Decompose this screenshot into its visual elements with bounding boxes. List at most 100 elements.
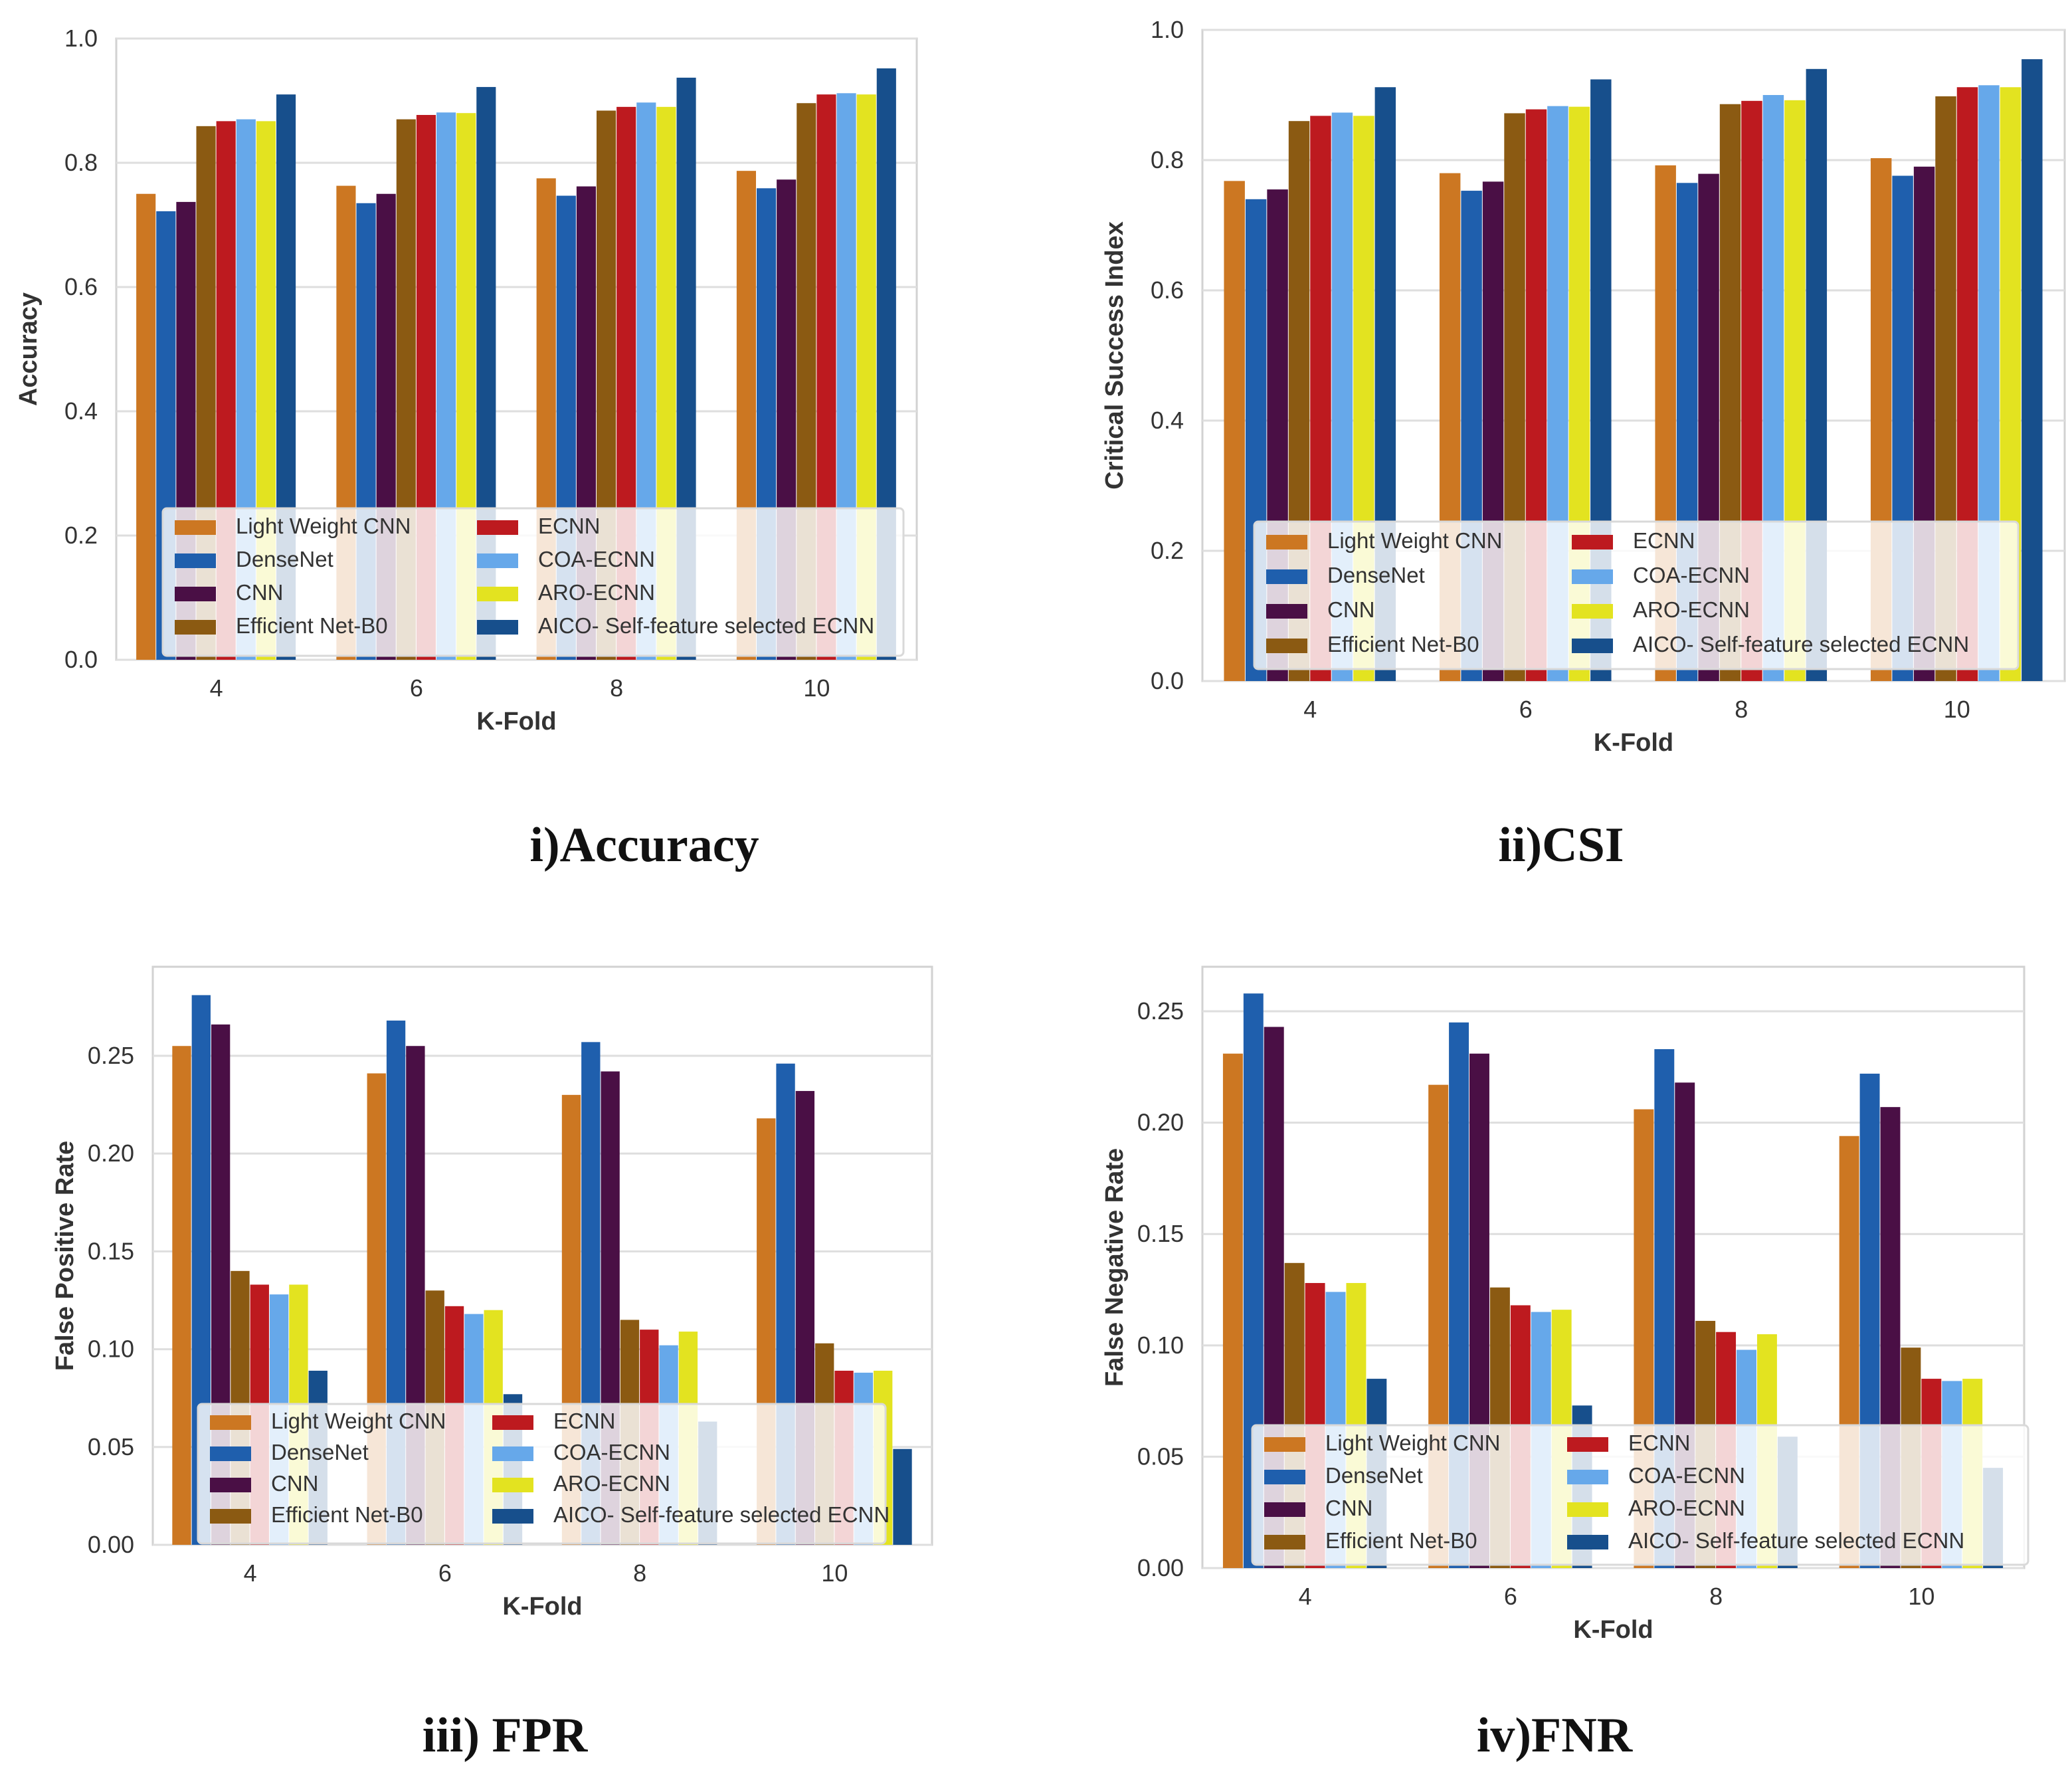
- csi-legend-label-aico-self-feature-selected-ecnn: AICO- Self-feature selected ECNN: [1633, 632, 1969, 656]
- csi-xtick-label: 8: [1735, 696, 1748, 723]
- accuracy-ytick-label: 0.6: [64, 273, 98, 300]
- fpr-bar-aico-self-feature-selected-ecnn-k10: [893, 1448, 912, 1545]
- fnr-ytick-label: 0.25: [1137, 997, 1184, 1025]
- fnr-ytick-label: 0.10: [1137, 1332, 1184, 1359]
- accuracy-ylabel: Accuracy: [15, 292, 43, 406]
- csi-ytick-label: 1.0: [1151, 16, 1184, 43]
- fpr-legend-swatch-light-weight-cnn: [210, 1415, 251, 1430]
- caption-fpr: iii) FPR: [422, 1708, 588, 1763]
- csi-bar-light-weight-cnn-k4: [1224, 181, 1245, 681]
- csi-ytick-label: 0.0: [1151, 667, 1184, 694]
- csi-ytick-label: 0.4: [1151, 407, 1184, 434]
- chart-accuracy-panel: 0.0 0.2 0.4 0.6 0.8 1.0 4 6 8 10 K-Fold Accuracy Lig…: [0, 0, 1036, 890]
- fnr-xlabel: K-Fold: [1573, 1616, 1653, 1644]
- fnr-bar-light-weight-cnn-k4: [1222, 1053, 1243, 1568]
- csi-legend: [1253, 520, 2020, 670]
- accuracy-legend-label-ecnn: ECNN: [538, 514, 601, 538]
- fpr-legend-swatch-densenet: [210, 1446, 251, 1461]
- fnr-legend-swatch-coa-ecnn: [1567, 1470, 1608, 1484]
- fnr-legend-swatch-light-weight-cnn: [1264, 1437, 1305, 1452]
- csi-xtick-label: 4: [1303, 696, 1317, 723]
- caption-fnr: iv)FNR: [1476, 1708, 1633, 1763]
- csi-legend-label-cnn: CNN: [1327, 597, 1375, 622]
- fpr-ytick-label: 0.05: [88, 1433, 134, 1460]
- fpr-xtick-label: 6: [438, 1559, 452, 1587]
- accuracy-legend-label-coa-ecnn: COA-ECNN: [538, 547, 655, 571]
- fpr-legend-label-light-weight-cnn: Light Weight CNN: [271, 1409, 446, 1433]
- fpr-legend: [197, 1403, 887, 1545]
- fnr-legend-swatch-cnn: [1264, 1502, 1305, 1517]
- fpr-legend-label-aro-ecnn: ARO-ECNN: [553, 1471, 670, 1496]
- fpr-ytick-label: 0.15: [88, 1237, 134, 1264]
- fpr-legend-swatch-ecnn: [492, 1415, 533, 1430]
- csi-legend-label-efficient-net-b0: Efficient Net-B0: [1327, 632, 1479, 656]
- fpr-legend-swatch-coa-ecnn: [492, 1446, 533, 1461]
- csi-legend-label-ecnn: ECNN: [1633, 528, 1695, 553]
- csi-ylabel: Critical Success Index: [1101, 221, 1129, 489]
- fpr-legend-label-efficient-net-b0: Efficient Net-B0: [271, 1502, 423, 1527]
- fnr-legend-label-cnn: CNN: [1325, 1496, 1373, 1520]
- accuracy-legend-swatch-cnn: [175, 587, 216, 601]
- fpr-xlabel: K-Fold: [502, 1593, 582, 1621]
- fnr-ytick-label: 0.05: [1137, 1442, 1184, 1470]
- accuracy-legend-label-densenet: DenseNet: [236, 547, 333, 571]
- fnr-legend-swatch-densenet: [1264, 1470, 1305, 1484]
- fpr-legend-label-aico-self-feature-selected-ecnn: AICO- Self-feature selected ECNN: [553, 1502, 890, 1527]
- accuracy-xtick-label: 4: [210, 674, 223, 702]
- accuracy-legend-swatch-coa-ecnn: [477, 553, 518, 568]
- fpr-legend-label-cnn: CNN: [271, 1471, 319, 1496]
- fpr-legend-swatch-aro-ecnn: [492, 1478, 533, 1492]
- accuracy-legend-swatch-light-weight-cnn: [175, 520, 216, 535]
- accuracy-legend-label-efficient-net-b0: Efficient Net-B0: [236, 613, 388, 638]
- fnr-legend-swatch-aico-self-feature-selected-ecnn: [1567, 1535, 1608, 1549]
- fnr-xtick-label: 10: [1908, 1583, 1934, 1610]
- accuracy-legend-label-light-weight-cnn: Light Weight CNN: [236, 514, 411, 538]
- accuracy-legend-swatch-ecnn: [477, 520, 518, 535]
- chart-fpr-panel: 0.00 0.05 0.10 0.15 0.20 0.25 4 6 8 10 K-Fold False…: [0, 904, 1036, 1790]
- fnr-legend: [1251, 1424, 2029, 1566]
- fpr-legend-swatch-aico-self-feature-selected-ecnn: [492, 1509, 533, 1524]
- accuracy-xtick-label: 10: [803, 674, 830, 702]
- chart-fnr: 0.00 0.05 0.10 0.15 0.20 0.25 4 6 8 10 K-Fold False…: [1101, 965, 2029, 1644]
- csi-legend-label-densenet: DenseNet: [1327, 563, 1425, 587]
- fnr-xtick-label: 4: [1299, 1583, 1312, 1610]
- accuracy-legend-label-aico-self-feature-selected-ecnn: AICO- Self-feature selected ECNN: [538, 613, 874, 638]
- fpr-xtick-label: 10: [821, 1559, 848, 1587]
- fpr-legend-label-coa-ecnn: COA-ECNN: [553, 1440, 670, 1464]
- chart-csi-panel: 0.0 0.2 0.4 0.6 0.8 1.0 4 6 8 10 K-Fold Critical Su…: [1036, 0, 2072, 890]
- accuracy-legend-swatch-aico-self-feature-selected-ecnn: [477, 620, 518, 635]
- fpr-xtick-label: 8: [633, 1559, 646, 1587]
- csi-ytick-label: 0.2: [1151, 537, 1184, 564]
- accuracy-ytick-label: 0.4: [64, 397, 98, 425]
- fpr-bar-light-weight-cnn-k4: [172, 1046, 191, 1545]
- csi-legend-label-aro-ecnn: ARO-ECNN: [1633, 597, 1750, 622]
- accuracy-xtick-label: 6: [410, 674, 423, 702]
- fnr-ylabel: False Negative Rate: [1101, 1148, 1129, 1387]
- csi-legend-swatch-light-weight-cnn: [1266, 535, 1307, 549]
- csi-legend-swatch-aro-ecnn: [1572, 604, 1613, 619]
- csi-xtick-label: 10: [1944, 696, 1970, 723]
- csi-legend-swatch-ecnn: [1572, 535, 1613, 549]
- fpr-legend-swatch-cnn: [210, 1478, 251, 1492]
- csi-legend-swatch-aico-self-feature-selected-ecnn: [1572, 639, 1613, 653]
- caption-accuracy: i)Accuracy: [529, 818, 759, 872]
- fnr-ytick-label: 0.20: [1137, 1109, 1184, 1136]
- fnr-legend-label-densenet: DenseNet: [1325, 1463, 1423, 1488]
- fpr-xtick-label: 4: [244, 1559, 257, 1587]
- fnr-legend-label-light-weight-cnn: Light Weight CNN: [1325, 1431, 1501, 1455]
- fnr-legend-label-aro-ecnn: ARO-ECNN: [1628, 1496, 1745, 1520]
- accuracy-ytick-label: 0.8: [64, 149, 98, 176]
- fnr-legend-swatch-aro-ecnn: [1567, 1502, 1608, 1517]
- accuracy-legend-label-cnn: CNN: [236, 580, 284, 605]
- accuracy-legend-swatch-efficient-net-b0: [175, 620, 216, 635]
- csi-bar-aico-self-feature-selected-ecnn-k10: [2022, 59, 2043, 682]
- csi-legend-swatch-efficient-net-b0: [1266, 639, 1307, 653]
- chart-accuracy: 0.0 0.2 0.4 0.6 0.8 1.0 4 6 8 10 K-Fold Accuracy Lig…: [15, 25, 918, 736]
- fpr-legend-swatch-efficient-net-b0: [210, 1509, 251, 1524]
- accuracy-legend: [161, 507, 905, 657]
- csi-ytick-label: 0.6: [1151, 276, 1184, 304]
- fpr-ytick-label: 0.25: [88, 1042, 134, 1069]
- caption-csi: ii)CSI: [1498, 818, 1624, 872]
- fnr-legend-label-aico-self-feature-selected-ecnn: AICO- Self-feature selected ECNN: [1628, 1528, 1964, 1553]
- fpr-legend-label-ecnn: ECNN: [553, 1409, 616, 1433]
